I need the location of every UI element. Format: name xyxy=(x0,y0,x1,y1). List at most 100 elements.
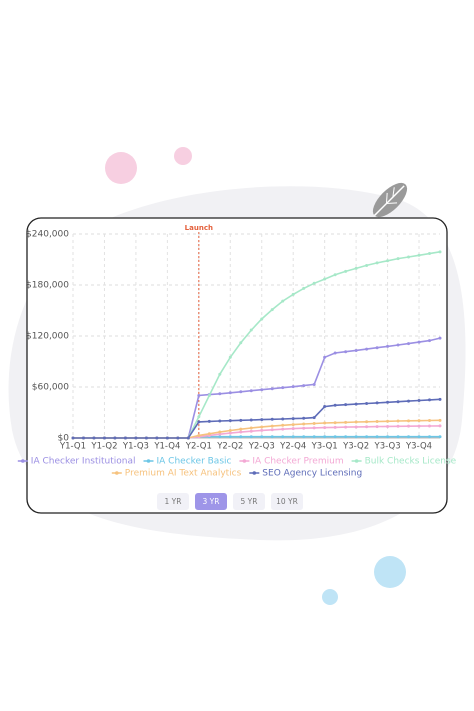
point xyxy=(281,417,285,421)
legend-dot xyxy=(21,459,25,463)
leaf xyxy=(372,182,408,218)
point xyxy=(207,432,211,436)
point xyxy=(354,402,358,406)
point xyxy=(260,428,264,432)
point xyxy=(375,401,379,405)
range-button[interactable]: 10 YR xyxy=(271,493,303,510)
point xyxy=(102,436,106,440)
point xyxy=(333,351,337,355)
point xyxy=(417,399,421,403)
point xyxy=(344,403,348,407)
point xyxy=(249,435,253,439)
point xyxy=(249,328,253,332)
point xyxy=(417,253,421,257)
point xyxy=(155,436,159,440)
launch-label: Launch xyxy=(185,224,213,232)
point xyxy=(239,418,243,422)
x-tick-label: Y1-Q4 xyxy=(153,442,180,452)
point xyxy=(228,391,232,395)
point xyxy=(344,420,348,424)
x-tick-label: Y1-Q1 xyxy=(59,442,86,452)
point xyxy=(417,435,421,439)
point xyxy=(302,416,306,420)
point xyxy=(81,436,85,440)
y-tick-label: $120,000 xyxy=(26,332,69,342)
legend-label: IA Checker Basic xyxy=(157,457,232,467)
point xyxy=(407,424,411,428)
button-label: 5 YR xyxy=(241,497,258,506)
legend-label: SEO Agency Licensing xyxy=(262,469,362,479)
point xyxy=(71,436,75,440)
point xyxy=(386,344,390,348)
legend-item: IA Checker Basic xyxy=(143,457,232,467)
chart: $0 $60,000 $120,000 $180,000 $240,000 Y1-Q1 Y1… xyxy=(17,224,457,510)
x-tick-label: Y2-Q4 xyxy=(279,442,306,452)
point xyxy=(113,436,117,440)
point xyxy=(375,261,379,265)
point xyxy=(165,436,169,440)
point xyxy=(386,435,390,439)
point xyxy=(302,426,306,430)
card xyxy=(26,217,448,514)
button-label: 10 YR xyxy=(276,497,298,506)
point xyxy=(281,386,285,390)
point xyxy=(123,436,127,440)
point xyxy=(344,435,348,439)
point xyxy=(428,339,432,343)
point xyxy=(144,436,148,440)
point xyxy=(354,266,358,270)
point xyxy=(249,426,253,430)
point xyxy=(239,427,243,431)
range-button[interactable]: 3 YR xyxy=(195,493,227,510)
point xyxy=(302,422,306,426)
point xyxy=(333,403,337,407)
point xyxy=(312,382,316,386)
legend-label: Premium AI Text Analytics xyxy=(125,469,242,479)
point xyxy=(291,427,295,431)
point xyxy=(291,292,295,296)
point xyxy=(428,435,432,439)
y-tick-label: $0 xyxy=(58,434,70,444)
point xyxy=(218,430,222,434)
blue-dot xyxy=(374,556,406,588)
point xyxy=(333,421,337,425)
point xyxy=(134,436,138,440)
point xyxy=(407,399,411,403)
point xyxy=(176,436,180,440)
legend-label: IA Checker Premium xyxy=(252,457,343,467)
point xyxy=(365,435,369,439)
point xyxy=(396,400,400,404)
point xyxy=(249,429,253,433)
point xyxy=(323,421,327,425)
point xyxy=(417,340,421,344)
point xyxy=(417,419,421,423)
button-bg xyxy=(233,493,265,510)
point xyxy=(239,435,243,439)
point xyxy=(375,425,379,429)
point xyxy=(438,397,442,401)
point xyxy=(323,426,327,430)
point xyxy=(228,355,232,359)
legend-item: Bulk Checks License xyxy=(351,457,457,467)
pink-dot-small xyxy=(174,147,192,165)
point xyxy=(344,350,348,354)
point xyxy=(344,269,348,273)
point xyxy=(428,252,432,256)
range-button[interactable]: 5 YR xyxy=(233,493,265,510)
point xyxy=(438,250,442,254)
point xyxy=(323,277,327,281)
point xyxy=(407,255,411,259)
legend-label: Bulk Checks License xyxy=(365,457,457,467)
point xyxy=(270,387,274,391)
range-button[interactable]: 1 YR xyxy=(157,493,189,510)
point xyxy=(218,392,222,396)
point xyxy=(365,420,369,424)
legend-label: IA Checker Institutional xyxy=(31,457,136,467)
legend-dot xyxy=(354,459,359,463)
point xyxy=(260,418,264,422)
point xyxy=(428,418,432,422)
point xyxy=(260,425,264,429)
point xyxy=(302,435,306,439)
blue-dot-small xyxy=(322,589,338,605)
legend-item: IA Checker Premium xyxy=(239,457,344,467)
